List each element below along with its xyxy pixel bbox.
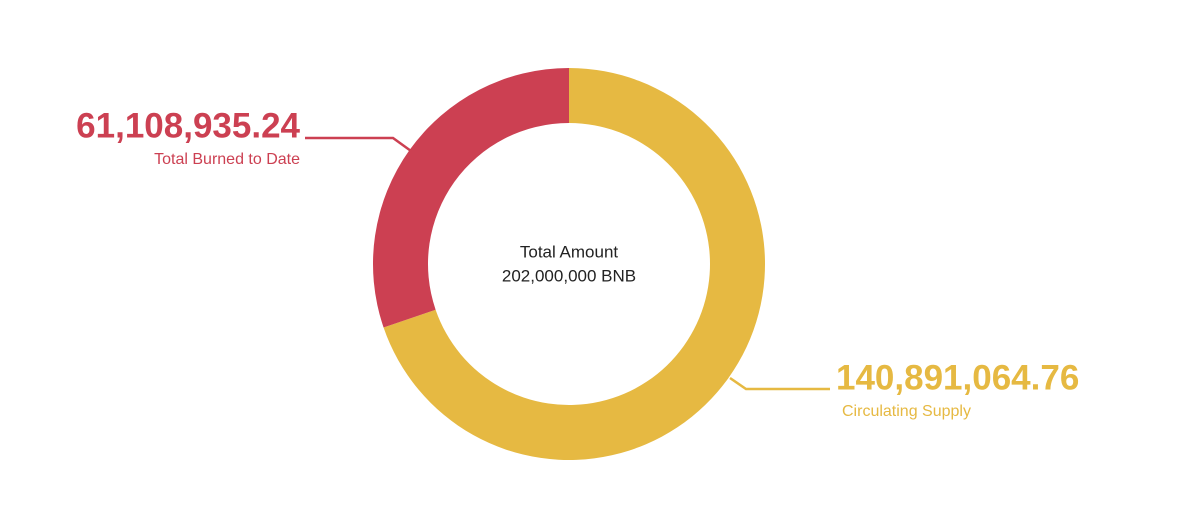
value-label: 140,891,064.76: [836, 358, 1079, 397]
leader-line: [729, 376, 830, 391]
category-label: Total Burned to Date: [154, 151, 300, 168]
leader-line: [305, 136, 412, 153]
value-label: 61,108,935.24: [76, 106, 300, 145]
donut-slice: [373, 68, 569, 328]
center-text: 202,000,000 BNB: [502, 266, 636, 285]
category-label: Circulating Supply: [842, 403, 971, 420]
center-title: Total Amount: [520, 242, 619, 261]
